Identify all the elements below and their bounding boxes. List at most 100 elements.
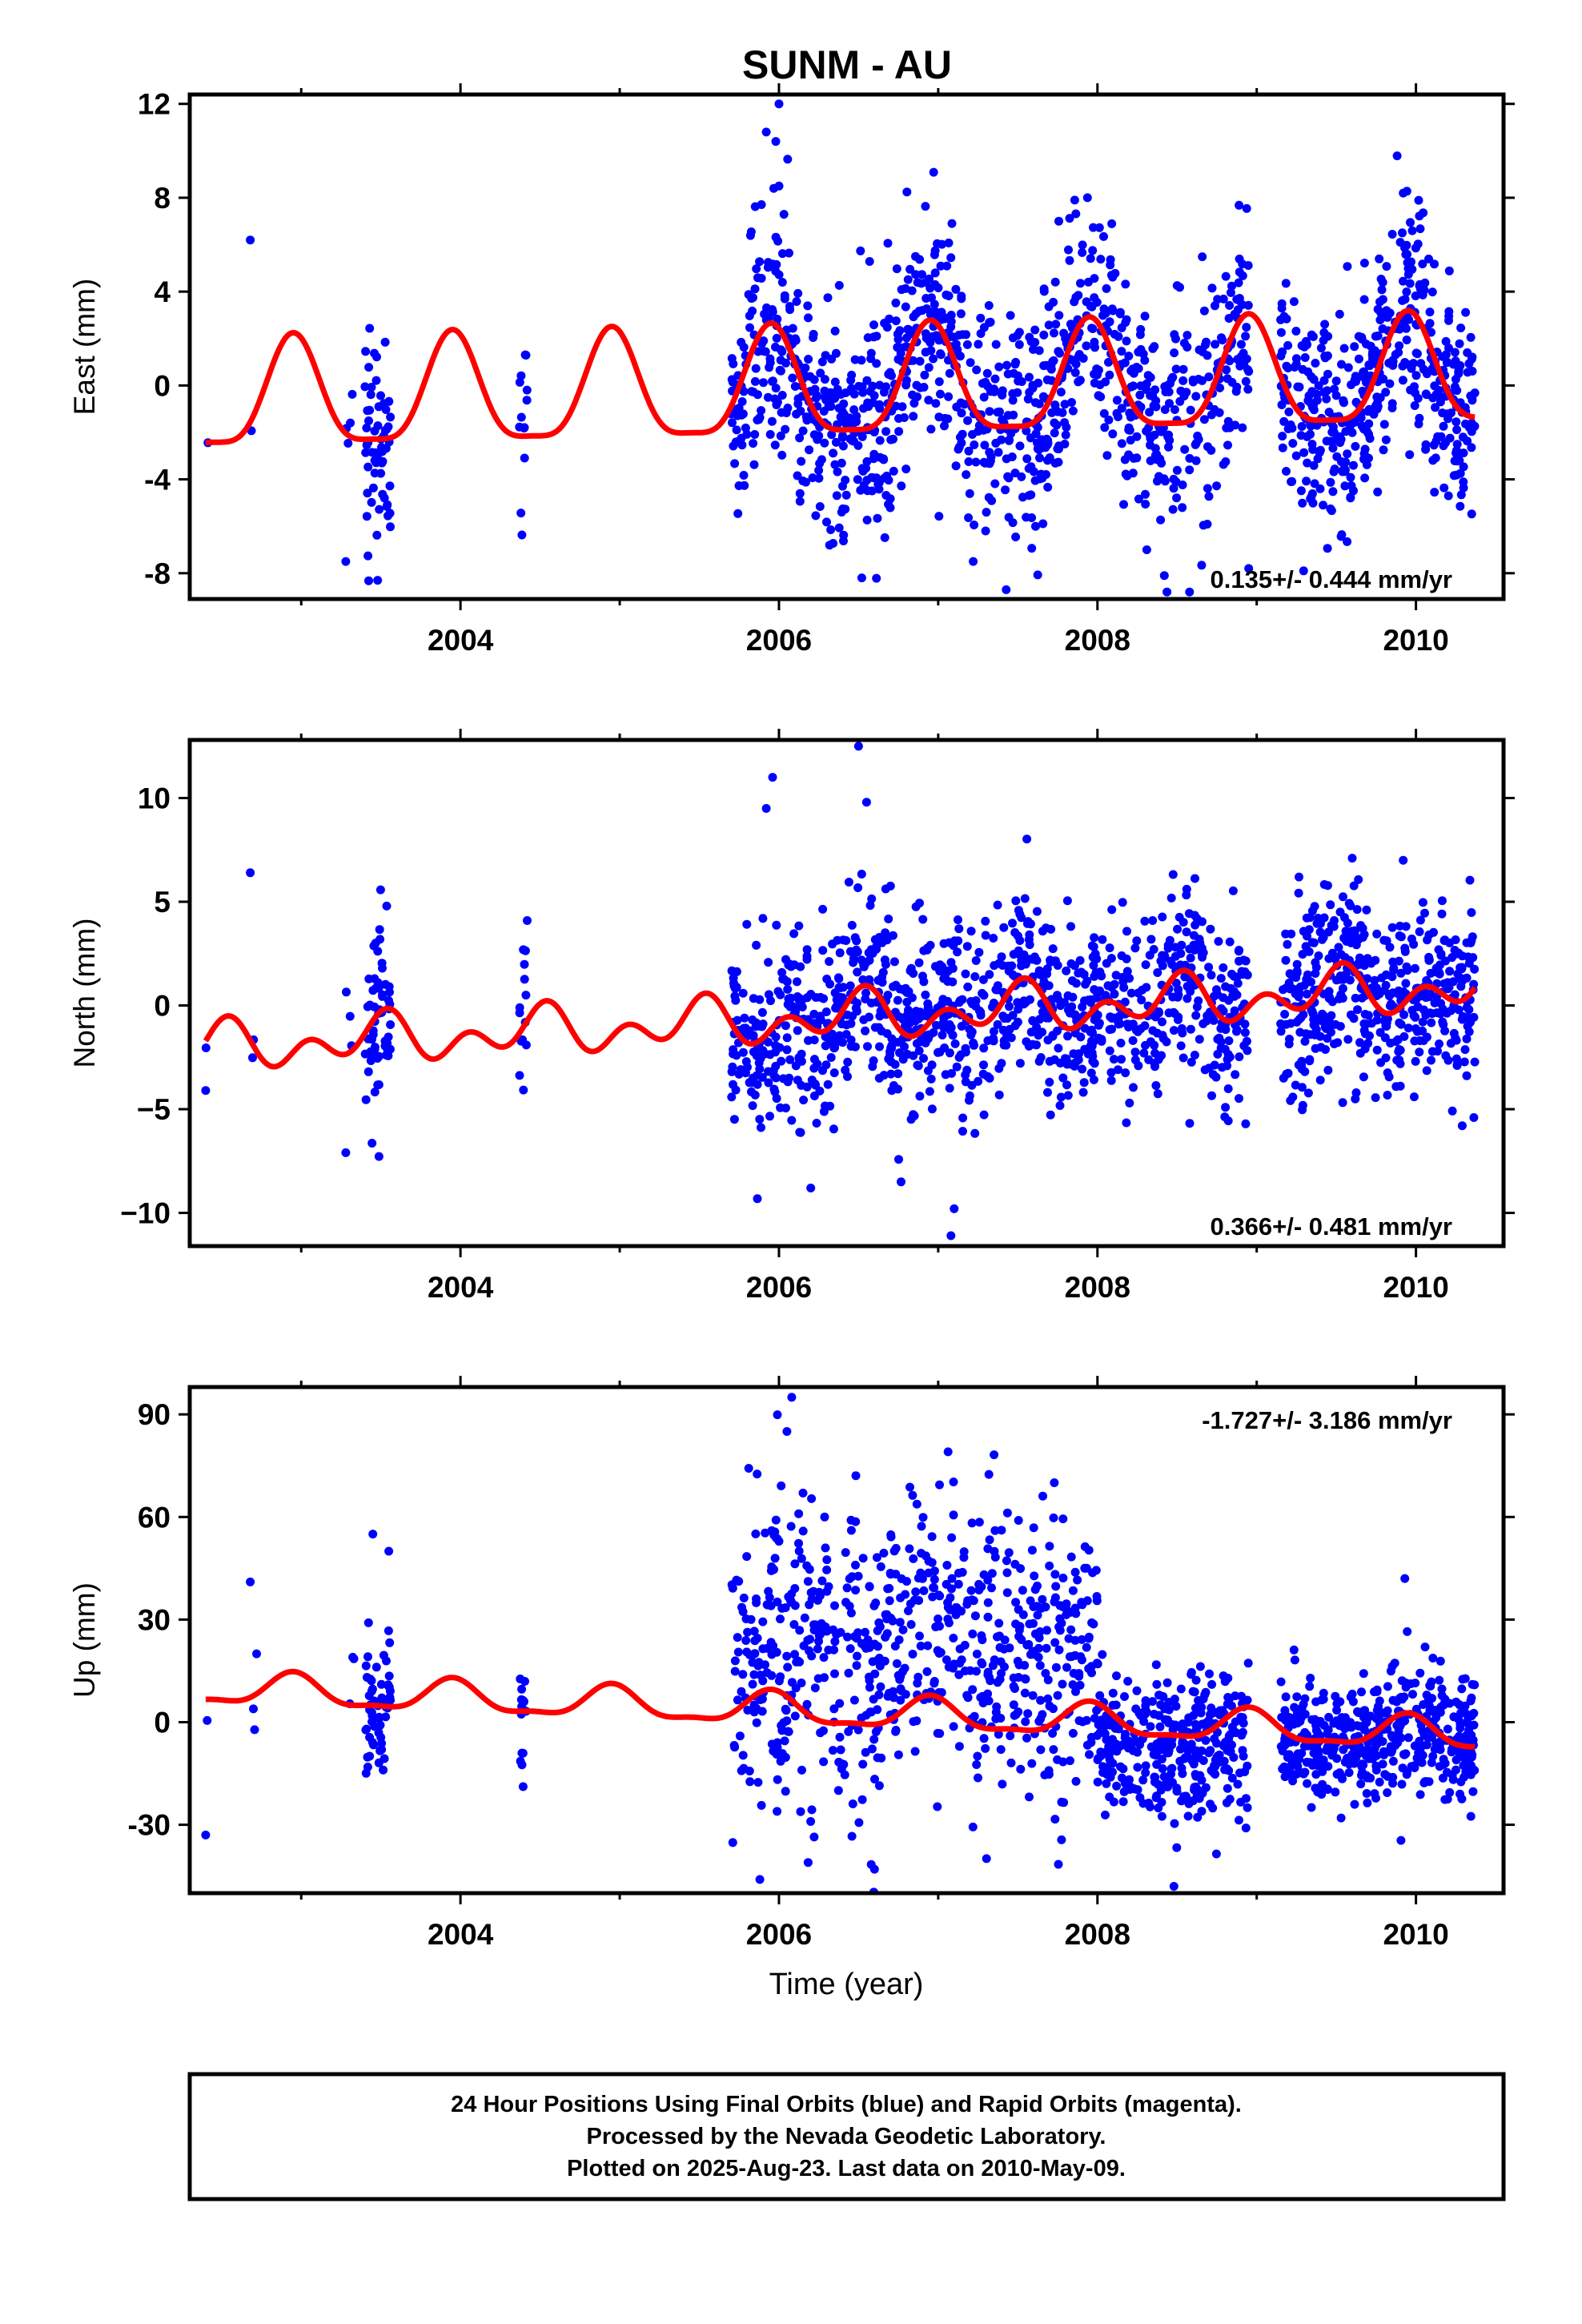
data-point xyxy=(873,513,882,523)
data-point xyxy=(1109,1055,1118,1064)
data-point xyxy=(1388,957,1398,967)
data-point xyxy=(889,1546,899,1556)
data-point xyxy=(1299,566,1308,576)
data-point xyxy=(1241,1794,1251,1803)
data-point xyxy=(1155,1722,1165,1731)
data-point xyxy=(1435,1656,1445,1666)
data-point xyxy=(979,392,989,402)
data-point xyxy=(750,284,760,294)
data-point xyxy=(795,489,805,498)
data-point xyxy=(909,412,918,421)
data-point xyxy=(953,947,962,957)
data-point xyxy=(1372,1045,1382,1055)
y-tick-label: 0 xyxy=(154,369,171,402)
data-point xyxy=(1466,332,1476,342)
data-point xyxy=(869,332,878,342)
data-point xyxy=(880,955,889,965)
data-point xyxy=(773,236,783,246)
data-point xyxy=(915,899,924,908)
data-point xyxy=(364,576,373,585)
data-point xyxy=(994,362,1004,372)
data-point xyxy=(1395,1045,1405,1055)
data-point xyxy=(772,333,781,343)
data-point xyxy=(379,1651,388,1660)
data-point xyxy=(763,263,773,272)
data-point xyxy=(1095,967,1105,977)
data-point xyxy=(1410,963,1419,973)
data-point xyxy=(1227,281,1236,291)
data-point xyxy=(779,975,789,984)
data-point xyxy=(982,508,991,517)
data-point xyxy=(1071,1776,1081,1786)
data-point xyxy=(1298,498,1307,508)
data-point xyxy=(812,391,821,400)
y-tick-label: −5 xyxy=(137,1093,171,1126)
data-point xyxy=(1462,973,1472,983)
data-point xyxy=(1002,454,1011,464)
data-point xyxy=(890,1642,900,1651)
data-point xyxy=(758,346,768,356)
data-point xyxy=(1094,223,1104,232)
data-point xyxy=(1323,1034,1332,1043)
data-point xyxy=(1232,990,1242,999)
data-point xyxy=(1124,423,1134,432)
data-point xyxy=(1105,1046,1114,1055)
data-point xyxy=(1122,336,1131,346)
data-point xyxy=(370,974,379,983)
data-point xyxy=(1283,1753,1292,1762)
data-point xyxy=(1359,1725,1369,1735)
data-point xyxy=(1144,1055,1154,1064)
data-point xyxy=(1403,270,1413,279)
data-point xyxy=(1065,1652,1074,1662)
data-point xyxy=(1336,457,1346,466)
data-point xyxy=(1399,1750,1409,1759)
data-point xyxy=(889,434,897,444)
data-point xyxy=(833,467,842,476)
data-point xyxy=(738,1047,748,1057)
data-point xyxy=(815,502,825,511)
data-point xyxy=(1409,1011,1419,1020)
data-point xyxy=(1408,1690,1417,1699)
data-point xyxy=(1431,403,1440,412)
data-point xyxy=(856,485,865,495)
data-point xyxy=(1003,472,1013,481)
data-point xyxy=(770,1047,780,1057)
data-point xyxy=(1200,1719,1210,1728)
data-point xyxy=(517,530,527,540)
data-point xyxy=(979,1110,989,1120)
data-point xyxy=(1383,1788,1392,1797)
data-point xyxy=(1086,254,1095,263)
data-point xyxy=(1379,935,1389,945)
data-point xyxy=(761,804,771,813)
data-point xyxy=(1033,1610,1042,1620)
data-point xyxy=(1191,1011,1201,1020)
data-point xyxy=(853,1571,863,1581)
data-point xyxy=(1351,1094,1360,1104)
data-point xyxy=(1054,347,1063,356)
data-point xyxy=(1310,1715,1319,1724)
data-point xyxy=(968,1685,978,1695)
data-point xyxy=(798,476,808,485)
data-point xyxy=(1240,1019,1250,1029)
data-point xyxy=(818,1066,827,1076)
data-point xyxy=(733,509,743,518)
data-point xyxy=(853,1651,861,1661)
data-point xyxy=(1168,372,1178,382)
plot-frame xyxy=(187,738,1506,1248)
data-point xyxy=(1021,1717,1030,1727)
data-point xyxy=(1282,1069,1291,1079)
data-point xyxy=(1025,388,1034,397)
data-point xyxy=(1197,1807,1207,1816)
data-point xyxy=(795,497,805,506)
data-point xyxy=(1184,1799,1194,1808)
data-point xyxy=(1415,1747,1425,1757)
data-point xyxy=(1435,1707,1445,1717)
data-point xyxy=(968,430,977,439)
data-point xyxy=(1359,1669,1368,1679)
data-point xyxy=(753,1778,763,1787)
data-point xyxy=(382,901,391,911)
data-point xyxy=(1006,428,1016,438)
data-point xyxy=(1097,1035,1106,1044)
data-point xyxy=(865,1012,873,1022)
data-point xyxy=(1407,934,1416,943)
